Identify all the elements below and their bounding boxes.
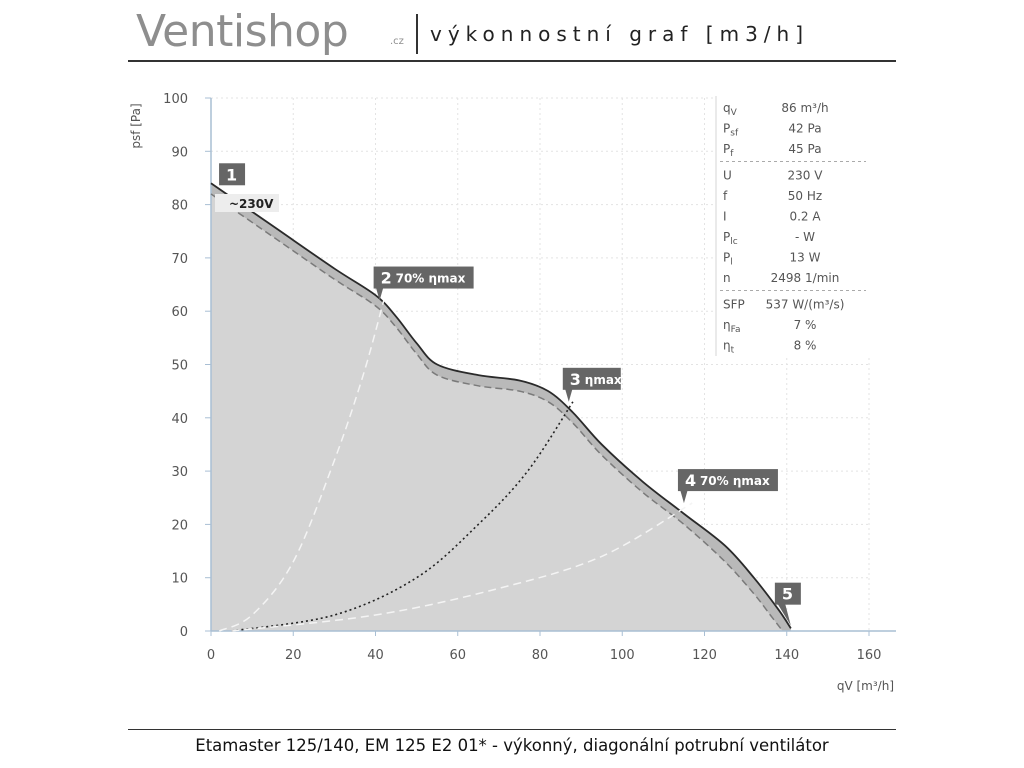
y-tick-label: 20	[171, 518, 188, 533]
operating-point-1: 1	[219, 163, 246, 186]
info-value: 0.2 A	[789, 210, 821, 224]
badge-box	[219, 163, 246, 186]
operating-points: 1 2 70% ηmax 3 ηmax 4 70% ηmax 5 ~230V	[215, 163, 801, 626]
badge-pointer	[564, 387, 573, 402]
info-symbol: n	[723, 271, 731, 285]
inner-area	[211, 193, 783, 631]
info-symbol: Pl	[723, 251, 733, 268]
y-tick-label: 40	[171, 412, 188, 427]
x-tick-label: 0	[207, 648, 215, 663]
series-line-2	[210, 193, 784, 632]
badge-box	[774, 582, 801, 605]
brand-domain: .cz	[390, 36, 404, 47]
operating-point-2: 2 70% ηmax	[373, 266, 474, 301]
info-value: 45 Pa	[788, 142, 821, 156]
y-tick-label: 90	[171, 145, 188, 160]
x-tick-label: 80	[532, 648, 549, 663]
curve-label-bg	[215, 194, 279, 212]
operating-point-5: 5	[774, 582, 801, 626]
badge-text: 70% ηmax	[396, 272, 466, 286]
badge-number: 2	[381, 269, 392, 288]
curve-area	[211, 183, 791, 631]
badge-pointer	[679, 489, 688, 504]
page-title: výkonnostní graf [m3/h]	[430, 22, 810, 46]
badge-text: ηmax	[585, 373, 622, 387]
x-tick-label: 20	[285, 648, 302, 663]
info-symbol: f	[723, 189, 728, 203]
operating-point-3: 3 ηmax	[562, 367, 622, 402]
info-subscript: Fa	[731, 325, 741, 335]
y-tick-label: 0	[180, 625, 188, 640]
info-subscript: l	[730, 258, 733, 268]
info-subscript: t	[731, 346, 735, 356]
x-tick-label: 100	[610, 648, 635, 663]
badge-box	[677, 469, 778, 492]
series-line-1	[210, 182, 792, 629]
x-tick-label: 60	[449, 648, 466, 663]
badge-text: 70% ηmax	[700, 474, 770, 488]
info-subscript: V	[731, 108, 738, 118]
x-tick-label: 160	[857, 648, 882, 663]
y-axis-label: psf [Pa]	[129, 103, 143, 148]
badge-number: 5	[782, 585, 793, 604]
info-value: - W	[795, 230, 815, 244]
y-tick-label: 70	[171, 252, 188, 267]
badge-pointer	[776, 602, 791, 626]
series-line-5	[231, 502, 693, 632]
info-symbol: Pf	[723, 142, 734, 159]
badge-pointer	[375, 286, 384, 301]
x-axis-label: qV [m³/h]	[837, 679, 894, 693]
info-symbol: SFP	[723, 298, 745, 312]
info-value: 7 %	[794, 318, 817, 332]
info-value: 537 W/(m³/s)	[766, 298, 845, 312]
info-value: 86 m³/h	[781, 101, 828, 115]
y-tick-label: 80	[171, 199, 188, 214]
y-tick-label: 10	[171, 572, 188, 587]
header-separator	[416, 14, 418, 54]
badge-box	[562, 367, 621, 390]
y-tick-label: 100	[163, 92, 188, 107]
x-tick-label: 140	[774, 648, 799, 663]
info-value: 230 V	[788, 169, 824, 183]
axes: 0 20 40 60 80 100 120 140 160 0 10 20 30 40 50 60 70 80 90…	[129, 92, 896, 693]
x-tick-label: 120	[692, 648, 717, 663]
info-value: 13 W	[790, 251, 821, 265]
y-tick-label: 50	[171, 359, 188, 374]
y-tick-label: 60	[171, 305, 188, 320]
y-tick-label: 30	[171, 465, 188, 480]
info-value: 50 Hz	[788, 189, 822, 203]
info-value: 42 Pa	[788, 122, 821, 136]
brand-logo[interactable]: Ventishop	[136, 6, 349, 57]
series-lines	[210, 182, 792, 632]
badge-box	[373, 266, 474, 289]
info-value: 8 %	[794, 339, 817, 353]
info-subscript: f	[730, 149, 734, 159]
info-symbol: I	[723, 210, 727, 224]
badge-number: 1	[226, 165, 237, 184]
badge-number: 4	[685, 471, 696, 490]
info-subscript: lc	[730, 237, 738, 247]
curve-label-text: ~230V	[229, 197, 274, 211]
x-tick-label: 40	[367, 648, 384, 663]
operating-point-4: 4 70% ηmax	[677, 469, 778, 504]
info-subscript: sf	[730, 129, 739, 139]
badge-number: 3	[570, 370, 581, 389]
curve-label: ~230V	[215, 194, 279, 212]
info-symbol: ηt	[723, 339, 735, 356]
footer-rule	[128, 729, 896, 730]
info-value: 2498 1/min	[771, 271, 840, 285]
header-rule	[128, 60, 896, 62]
info-panel-bg	[716, 96, 896, 356]
info-symbol: U	[723, 169, 732, 183]
product-name: Etamaster 125/140, EM 125 E2 01* - výkon…	[195, 736, 829, 755]
